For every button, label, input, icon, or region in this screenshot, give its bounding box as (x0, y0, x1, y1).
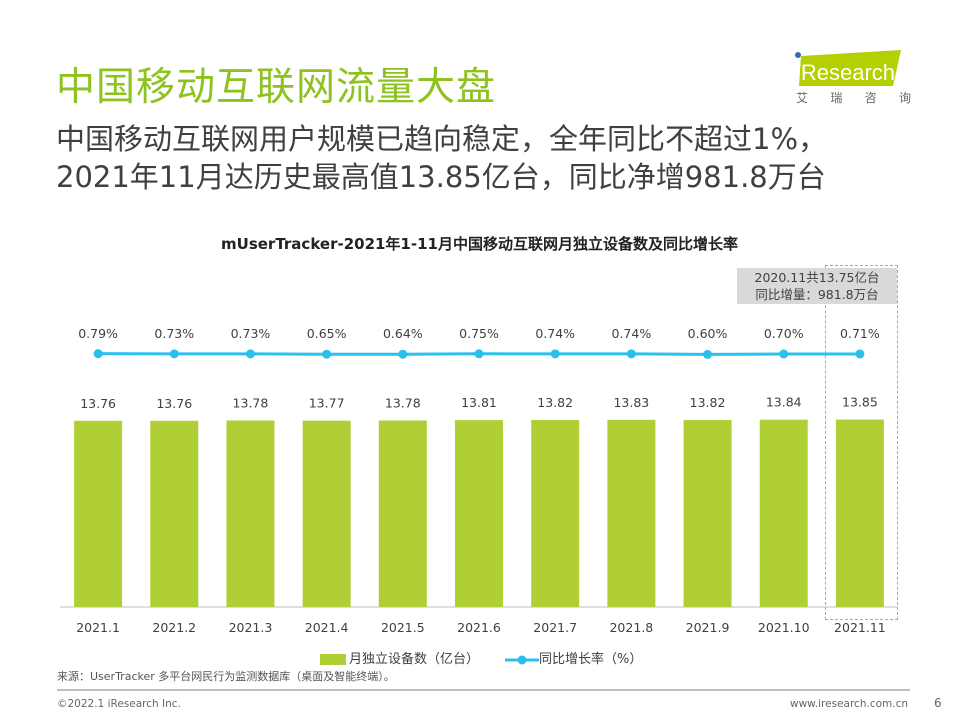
legend-line: 同比增长率（%） (505, 648, 642, 667)
subtitle-line-2: 2021年11月达历史最高值13.85亿台，同比净增981.8万台 (56, 160, 826, 194)
bar (683, 419, 732, 607)
bar-swatch-icon (320, 654, 346, 665)
annotation-line-1: 2020.11共13.75亿台 (754, 270, 880, 285)
source-note: 来源：UserTracker 多平台网民行为监测数据库（桌面及智能终端）。 (57, 670, 395, 683)
bar-value-label: 13.76 (156, 396, 192, 411)
bar-value-label: 13.78 (233, 396, 269, 411)
highlight-box (825, 265, 898, 620)
page-number: 6 (934, 696, 942, 710)
bar-value-label: 13.81 (461, 395, 497, 410)
legend-bar: 月独立设备数（亿台） (320, 648, 479, 667)
bar-value-label: 13.78 (385, 396, 421, 411)
line-value-label: 0.71% (840, 326, 880, 341)
bar (455, 420, 503, 607)
x-tick-label: 2021.7 (533, 620, 577, 635)
logo-char: 瑞 (830, 91, 843, 105)
bar (74, 420, 123, 607)
bar (607, 419, 656, 607)
bar-value-label: 13.82 (690, 395, 726, 410)
line-value-label: 0.73% (154, 326, 194, 341)
line-value-label: 0.60% (688, 326, 728, 341)
bar-value-label: 13.77 (309, 396, 345, 411)
x-tick-label: 2021.10 (758, 620, 810, 635)
line-value-label: 0.75% (459, 326, 499, 341)
line-point (703, 349, 713, 359)
bar (378, 420, 427, 607)
website-link[interactable]: www.iresearch.com.cn (790, 698, 909, 710)
annotation-box: 2020.11共13.75亿台 同比增量：981.8万台 (737, 268, 897, 304)
line-value-label: 0.74% (612, 326, 652, 341)
x-tick-label: 2021.6 (457, 620, 501, 635)
copyright: ©2022.1 iResearch Inc. (57, 698, 181, 710)
line-point (322, 349, 332, 359)
line-value-label: 0.70% (764, 326, 804, 341)
line-value-label: 0.65% (307, 326, 347, 341)
line-point (855, 349, 865, 359)
line-value-label: 0.79% (78, 326, 118, 341)
x-tick-label: 2021.4 (305, 620, 349, 635)
bar-value-label: 13.82 (537, 395, 573, 410)
x-tick-label: 2021.8 (609, 620, 653, 635)
logo-char: 咨 (864, 91, 877, 105)
legend-bar-label: 月独立设备数（亿台） (349, 652, 480, 667)
line-point (550, 349, 560, 359)
line-point (779, 349, 789, 359)
bar-value-label: 13.84 (766, 395, 802, 410)
bar (835, 419, 884, 607)
legend: 月独立设备数（亿台） 同比增长率（%） (320, 648, 642, 667)
x-tick-label: 2021.3 (229, 620, 273, 635)
bar (150, 420, 199, 607)
line-point (398, 349, 408, 359)
footer-divider (57, 689, 910, 691)
legend-line-label: 同比增长率（%） (539, 652, 643, 667)
logo-char: 艾 (796, 91, 809, 105)
line-point (474, 349, 484, 359)
line-point (169, 349, 179, 359)
line-value-label: 0.74% (535, 326, 575, 341)
line-point (626, 349, 636, 359)
annotation-line-2: 同比增量：981.8万台 (755, 287, 879, 302)
line-point (245, 349, 255, 359)
bar-value-label: 13.85 (842, 395, 878, 410)
line-value-label: 0.64% (383, 326, 423, 341)
x-tick-label: 2021.1 (76, 620, 120, 635)
x-tick-label: 2021.5 (381, 620, 425, 635)
x-tick-label: 2021.9 (686, 620, 730, 635)
x-tick-label: 2021.2 (152, 620, 196, 635)
line-value-label: 0.73% (231, 326, 271, 341)
logo-chinese: 艾 瑞 咨 询 (796, 89, 911, 106)
page-title: 中国移动互联网流量大盘 (56, 65, 497, 110)
bar (226, 420, 275, 607)
x-tick-label: 2021.11 (834, 620, 886, 635)
svg-text:iResearch: iResearch (796, 60, 895, 85)
line-marker-icon (505, 655, 540, 664)
subtitle-line-1: 中国移动互联网用户规模已趋向稳定，全年同比不超过1%， (56, 122, 828, 156)
bar (531, 419, 580, 607)
iresearch-logo: iResearch (793, 50, 903, 86)
line-point (93, 349, 103, 359)
logo-char: 询 (898, 91, 911, 105)
bar-value-label: 13.76 (80, 396, 116, 411)
bar-value-label: 13.83 (613, 395, 649, 410)
bar (302, 420, 351, 607)
bar (759, 419, 808, 607)
chart-title: mUserTracker-2021年1-11月中国移动互联网月独立设备数及同比增… (221, 235, 738, 253)
